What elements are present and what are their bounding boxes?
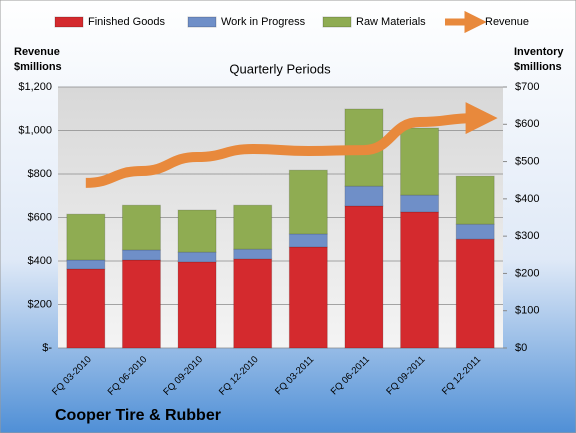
legend-label: Raw Materials	[356, 16, 426, 28]
bar-segment	[66, 259, 106, 270]
y2-tick-label: $400	[515, 193, 539, 205]
legend-swatch	[54, 16, 84, 28]
legend-label: Revenue	[485, 16, 529, 28]
y2-tick-label: $700	[515, 81, 539, 93]
y2-axis-label: Inventory	[514, 46, 564, 58]
bar-segment	[400, 127, 440, 196]
bar-segment	[233, 204, 273, 250]
bar-segment	[121, 259, 161, 349]
bar-segment	[66, 268, 106, 349]
legend-swatch	[322, 16, 352, 28]
y-axis-label: $millions	[14, 61, 62, 73]
bar-segment	[400, 211, 440, 349]
bar-segment	[233, 258, 273, 349]
y-tick-label: $-	[42, 342, 52, 354]
y-tick-label: $200	[28, 298, 52, 310]
bar-segment	[177, 261, 217, 349]
bar-segment	[121, 249, 161, 261]
y-tick-label: $1,200	[18, 81, 52, 93]
y2-tick-label: $600	[515, 118, 539, 130]
bar-segment	[233, 248, 273, 260]
y-tick-label: $1,000	[18, 124, 52, 136]
bar-segment	[66, 213, 106, 261]
y-tick-label: $600	[28, 211, 52, 223]
bar-segment	[121, 204, 161, 251]
bar-segment	[344, 205, 384, 349]
y-tick-label: $800	[28, 168, 52, 180]
legend-label: Finished Goods	[88, 16, 166, 28]
bar-segment	[288, 233, 328, 248]
line-series	[85, 102, 498, 188]
bar-segment	[455, 238, 495, 349]
bar-segment	[288, 169, 328, 235]
y2-tick-label: $0	[515, 342, 527, 354]
bar-segment	[455, 223, 495, 240]
chart-title: Cooper Tire & Rubber	[55, 407, 221, 424]
subtitle: Quarterly Periods	[229, 61, 331, 76]
y2-tick-label: $300	[515, 230, 539, 242]
y2-tick-label: $100	[515, 305, 539, 317]
y-axis-label: Revenue	[14, 46, 60, 58]
y2-axis-label: $millions	[514, 61, 562, 73]
bar-segment	[344, 185, 384, 207]
bar-segment	[288, 246, 328, 349]
bar-segment	[400, 194, 440, 213]
legend-swatch	[187, 16, 217, 28]
legend-label: Work in Progress	[221, 16, 306, 28]
bar-segment	[177, 251, 217, 263]
bar-segment	[177, 209, 217, 253]
bar-segment	[455, 175, 495, 225]
y2-tick-label: $200	[515, 267, 539, 279]
y-tick-label: $400	[28, 255, 52, 267]
y2-tick-label: $500	[515, 155, 539, 167]
